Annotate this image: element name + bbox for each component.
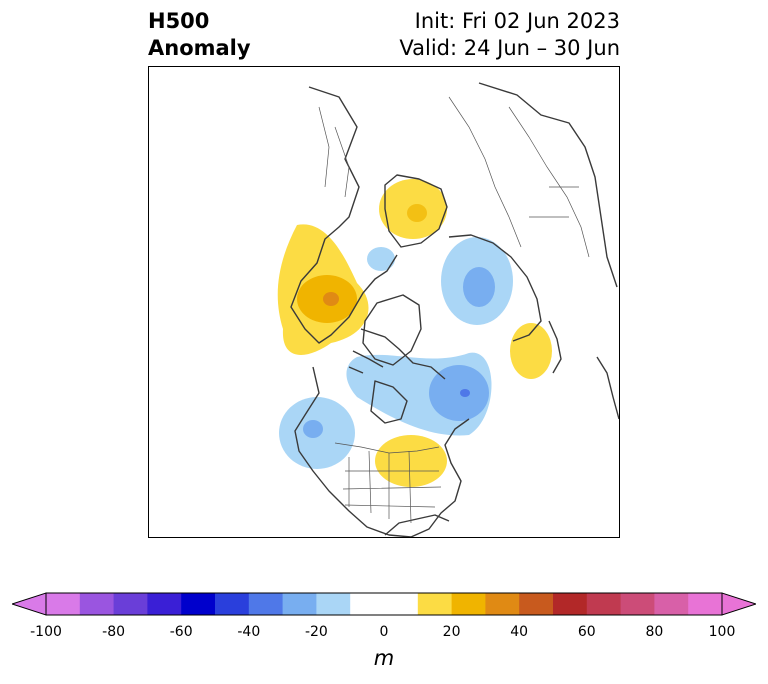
colorbar-segment xyxy=(46,593,81,615)
colorbar-over-arrow xyxy=(721,592,756,616)
coastline-north-america xyxy=(294,366,470,537)
coastline-hudson-bay xyxy=(370,380,408,424)
anomaly-okhotsk-ridge xyxy=(510,323,552,379)
colorbar-tick-label: -60 xyxy=(169,624,193,640)
colorbar-segment xyxy=(553,593,588,615)
border-europe xyxy=(318,106,350,198)
title-line-1: H500 xyxy=(148,9,210,33)
anomaly-alaska-trough-core xyxy=(303,420,323,438)
colorbar-tick-label: -100 xyxy=(30,624,62,640)
colorbar-segment xyxy=(316,593,351,615)
anomaly-map xyxy=(148,66,620,538)
coastline-japan xyxy=(596,356,619,420)
colorbar-tick-label: 20 xyxy=(442,624,461,640)
anomaly-fill-layer xyxy=(277,179,552,487)
anomaly-siberia-trough-core xyxy=(463,267,495,307)
border-asia xyxy=(508,106,590,258)
colorbar-segment xyxy=(384,593,419,615)
anomaly-small-trough xyxy=(367,247,395,271)
coastline-kamchatka xyxy=(548,320,562,374)
colorbar-tick-label: -80 xyxy=(102,624,126,640)
coastline-scandinavia xyxy=(384,174,448,248)
map-title: H500 Anomaly xyxy=(148,8,251,62)
date-info: Init: Fri 02 Jun 2023 Valid: 24 Jun – 30… xyxy=(399,8,620,62)
colorbar-tick-label: 0 xyxy=(379,624,389,640)
colorbar-segment xyxy=(215,593,250,615)
colorbar-frame xyxy=(45,592,723,616)
colorbar-segments xyxy=(46,593,723,615)
colorbar-segment xyxy=(181,593,216,615)
coastline-asia-east xyxy=(478,82,618,288)
colorbar-segment xyxy=(688,593,723,615)
colorbar-segment xyxy=(79,593,115,615)
anomaly-europe-ridge-peak xyxy=(323,292,339,306)
anomaly-canada-trough-peak xyxy=(460,389,470,397)
colorbar-segment xyxy=(417,593,453,615)
title-line-2: Anomaly xyxy=(148,36,251,60)
colorbar-segment xyxy=(654,593,689,615)
colorbar xyxy=(12,592,756,616)
border-us-states xyxy=(342,450,442,524)
border-layer xyxy=(318,96,590,524)
colorbar-tick-label: -40 xyxy=(237,624,261,640)
colorbar-segment xyxy=(485,593,520,615)
colorbar-segment xyxy=(586,593,622,615)
colorbar-under-arrow xyxy=(12,592,47,616)
colorbar-segment xyxy=(451,593,486,615)
valid-range: Valid: 24 Jun – 30 Jun xyxy=(399,36,620,60)
colorbar-tick-label: 80 xyxy=(645,624,664,640)
colorbar-segment xyxy=(519,593,554,615)
colorbar-unit-label: m xyxy=(373,646,395,670)
colorbar-segment xyxy=(113,593,148,615)
colorbar-tick-label: -20 xyxy=(304,624,328,640)
colorbar-segment xyxy=(620,593,655,615)
colorbar-tick-label: 40 xyxy=(510,624,529,640)
anomaly-scandinavia-ridge-core xyxy=(407,204,427,222)
coastline-layer xyxy=(290,82,619,537)
anomaly-us-ridge xyxy=(375,435,447,487)
init-date: Init: Fri 02 Jun 2023 xyxy=(414,9,620,33)
colorbar-segment xyxy=(147,593,182,615)
coastline-central-america xyxy=(384,514,450,536)
coastline-arctic-islands xyxy=(348,328,446,380)
colorbar-segment xyxy=(350,593,385,615)
coastline-europe xyxy=(290,86,398,344)
coastline-greenland xyxy=(362,294,422,366)
coastline-asia-north xyxy=(448,234,542,342)
border-russia xyxy=(448,96,522,248)
colorbar-tick-label: 100 xyxy=(708,624,736,640)
colorbar-tick-label: 60 xyxy=(577,624,596,640)
map-canvas xyxy=(277,82,619,537)
colorbar-segment xyxy=(248,593,284,615)
colorbar-segment xyxy=(282,593,317,615)
